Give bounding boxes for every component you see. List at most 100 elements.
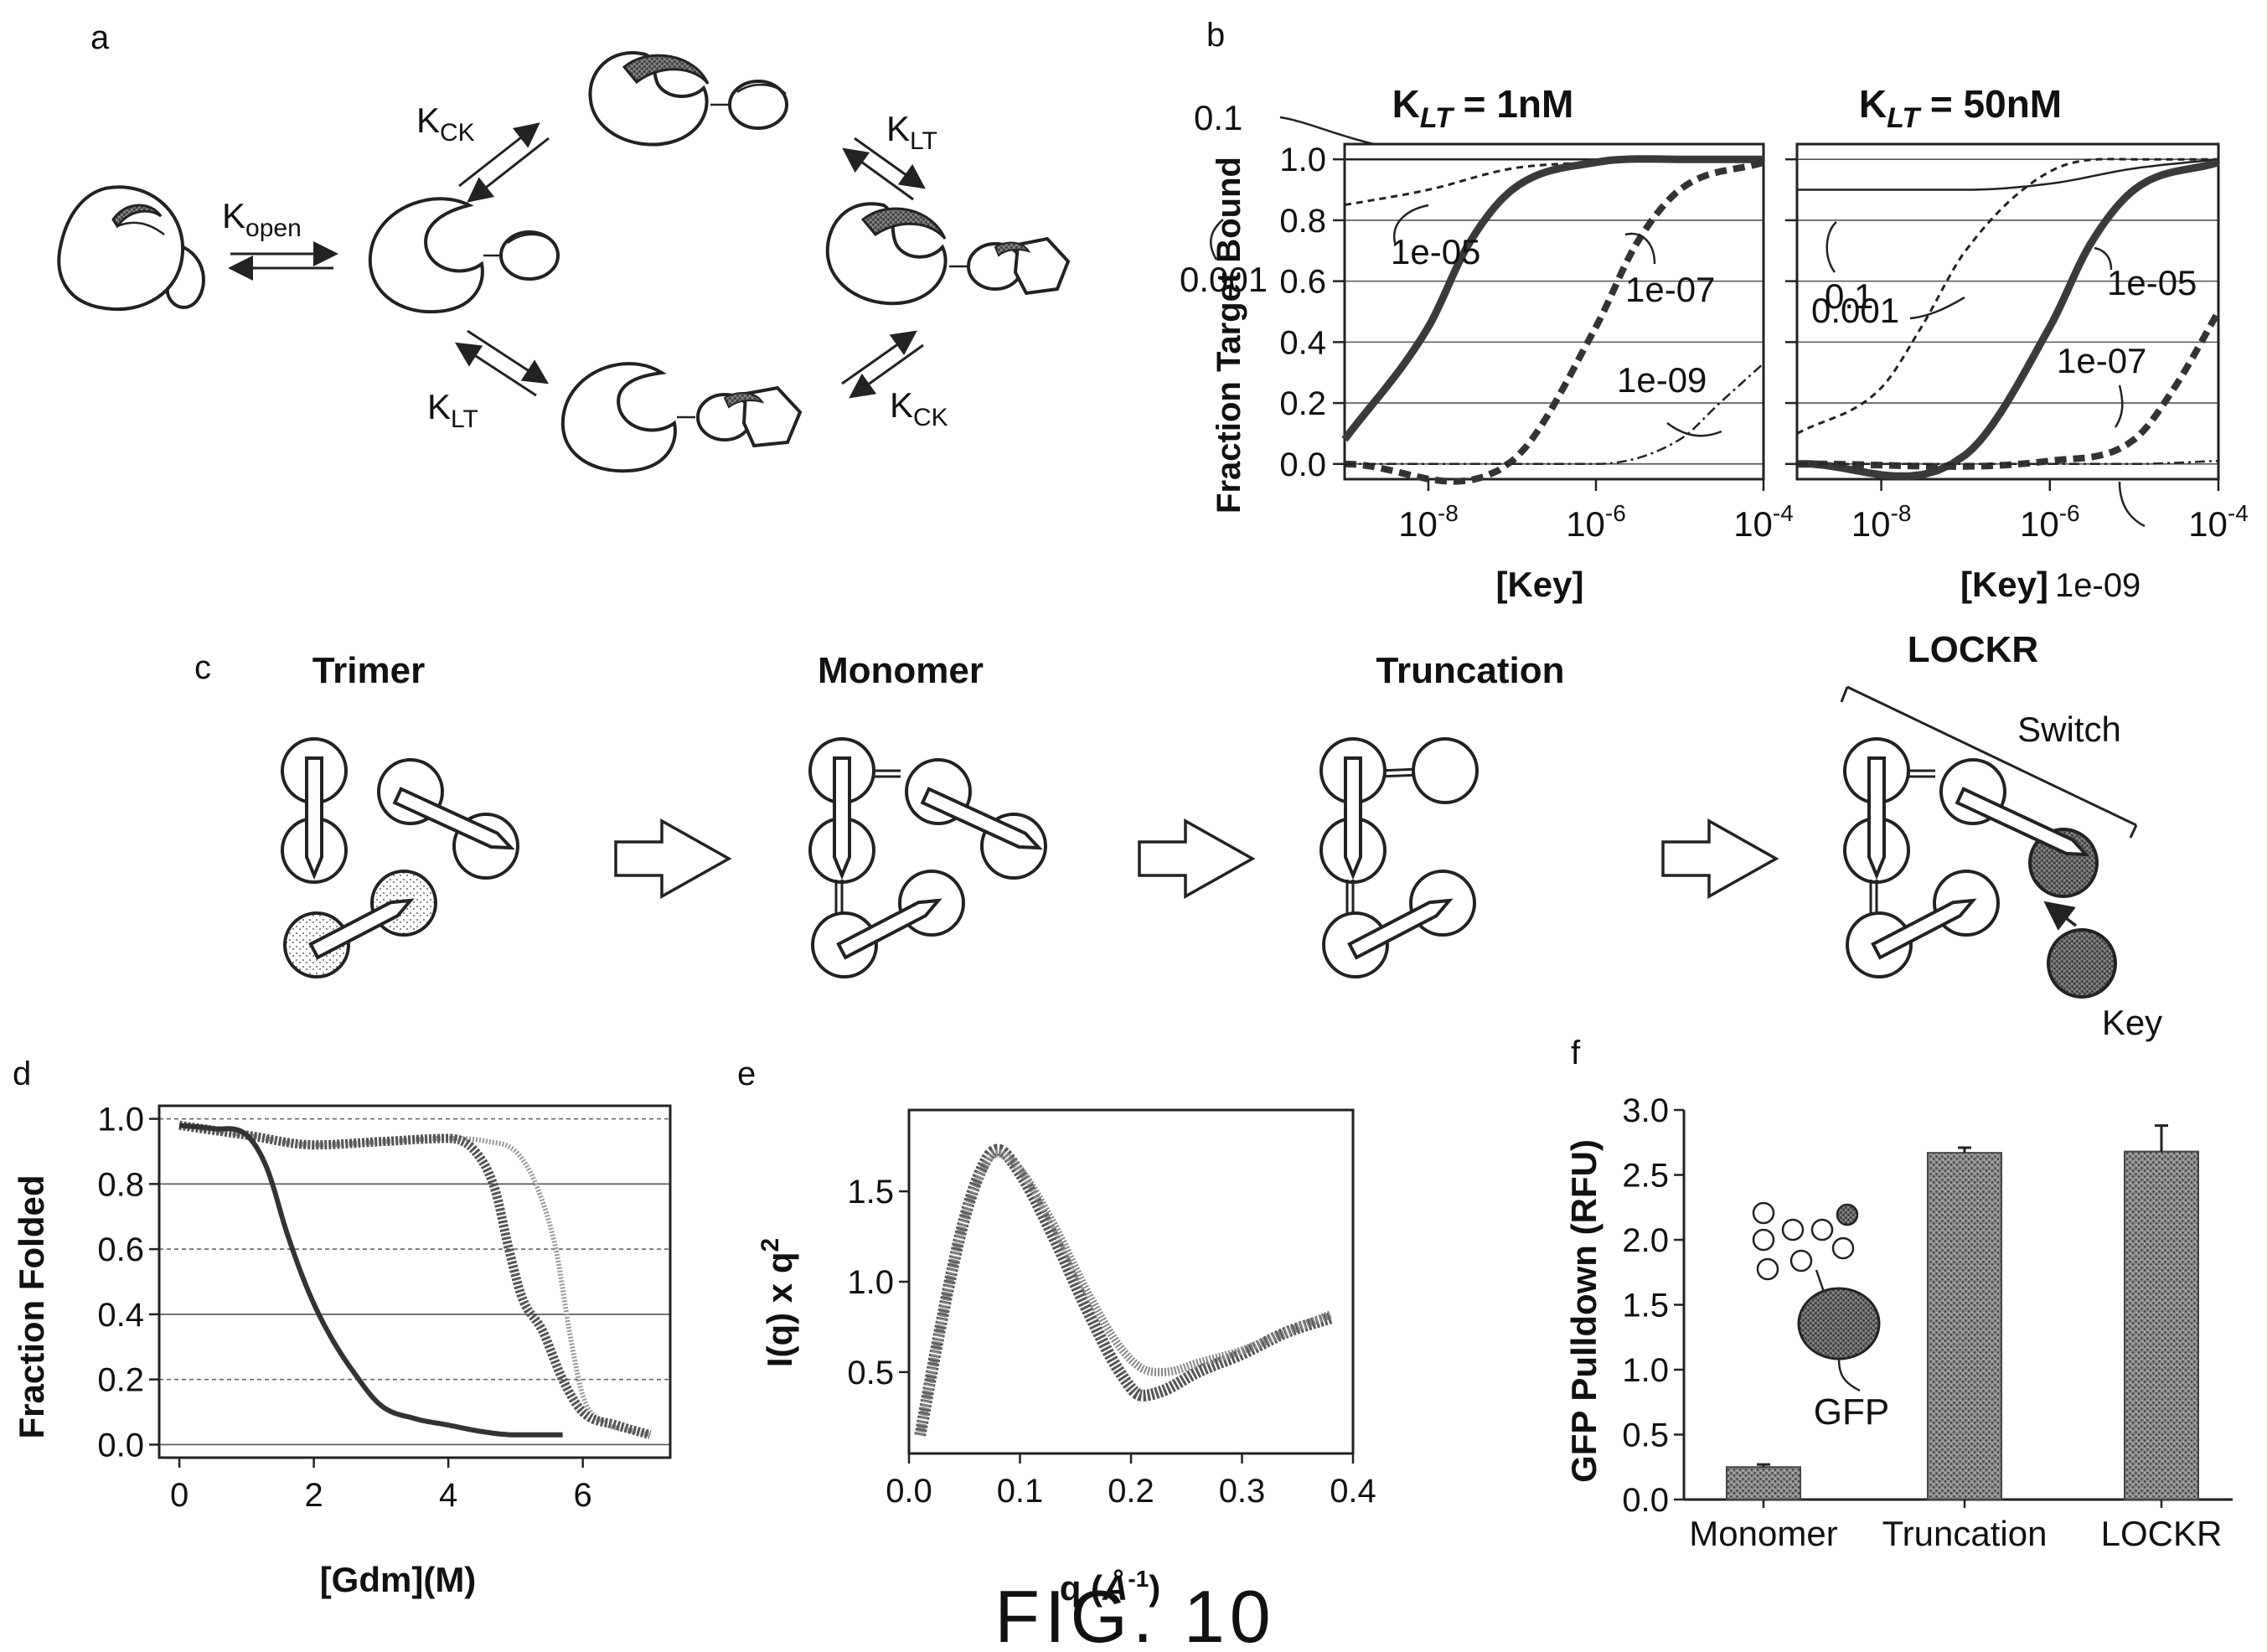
k-lt-top-equilibrium: KLT <box>842 109 937 201</box>
panel-b-left-title: KLT = 1nM <box>1392 82 1574 134</box>
x-tick-label: 2 <box>304 1477 323 1514</box>
y-tick-label: 1.0 <box>847 1264 894 1301</box>
key-arrow <box>2043 901 2078 931</box>
helix-arrow <box>392 787 515 850</box>
panel-d-xlabel: [Gdm](M) <box>320 1560 477 1599</box>
x-tick-label: 4 <box>439 1477 457 1514</box>
y-tick-label: 3.0 <box>1622 1092 1669 1129</box>
stage-label-monomer: Monomer <box>818 650 984 691</box>
y-tick-label: 1.0 <box>1279 142 1326 178</box>
panel-b-right-xlabel: [Key] <box>1960 565 2048 604</box>
inset-domain-circle <box>1752 1228 1775 1252</box>
plot-frame <box>158 1104 672 1459</box>
saxs-curve-a <box>914 1143 1333 1437</box>
label-0.001: 0.001 <box>1811 291 1899 330</box>
helix-arrow <box>1347 898 1454 960</box>
inset-domain-circle <box>1831 1236 1855 1260</box>
saxs-curve-b <box>916 1149 1333 1437</box>
label-1e-09: 1e-09 <box>1617 360 1707 400</box>
key-target-bound-state-glyph <box>825 202 1071 306</box>
helix-arrow <box>1344 756 1362 880</box>
panel-a-label: a <box>90 19 110 56</box>
helix-arrow <box>308 898 415 960</box>
x-tick-label: 10-4 <box>1733 500 1794 544</box>
panel-c-glyphs <box>281 685 2138 999</box>
panel-f-chart: 0.0 0.5 1.0 1.5 2.0 2.5 3.0 Monomer Truncation LO… <box>1622 1092 2233 1553</box>
inset-domain-circle <box>1810 1218 1834 1242</box>
target-bound-state-glyph <box>560 362 803 473</box>
x-tick-label: 0.2 <box>1108 1473 1154 1510</box>
plot-frame <box>907 1108 1355 1455</box>
bar-Monomer <box>1726 1466 1801 1500</box>
k-open-label: Kopen <box>222 196 302 242</box>
y-tick-label: 0.2 <box>97 1362 144 1399</box>
process-arrow <box>614 818 732 899</box>
helix-arrow <box>1955 787 2090 857</box>
x-tick-label: 6 <box>574 1477 592 1514</box>
panel-b-right-chart: 10-8 10-6 10-4 0.10.001 1e-05 1e-07 <box>1785 142 2249 544</box>
series-line-1e-05 <box>1797 158 2220 480</box>
bar-LOCKR <box>2124 1150 2199 1500</box>
panel-d-ylabel: Fraction Folded <box>12 1175 51 1439</box>
y-tick-label: 0.0 <box>1622 1482 1669 1519</box>
key-domain <box>2047 928 2117 999</box>
gfp-label: GFP <box>1814 1391 1889 1433</box>
x-tick-label: Truncation <box>1882 1514 2048 1553</box>
k-lt-bottom-equilibrium: KLT <box>427 329 550 433</box>
panel-c: c Trimer Monomer Truncation LOCKR Switch… <box>194 629 2162 1042</box>
y-tick-label: 1.5 <box>1622 1288 1669 1324</box>
plot-frame <box>1795 142 2220 481</box>
panel-f: f GFP Pulldown (RFU) 0.0 0.5 1.0 1.5 2.0 2.5 3… <box>1564 1035 2233 1553</box>
inset-domain-circle <box>1752 1201 1775 1225</box>
leader-line <box>1392 204 1429 244</box>
k-open-equilibrium: Kopen <box>222 196 338 281</box>
leader-line <box>2094 246 2113 271</box>
panel-d-label: d <box>13 1056 31 1092</box>
label-1e-07: 1e-07 <box>1625 270 1715 309</box>
label-0.1: 0.1 <box>1825 276 1873 316</box>
key-bound-state-glyph <box>588 51 788 147</box>
panel-e-xlabel: q (Å-1) <box>1060 1566 1161 1608</box>
denaturation-curve-truncation <box>178 1120 652 1440</box>
series-line-1e-07 <box>1796 309 2222 470</box>
series-line-0.001 <box>1796 157 2218 435</box>
y-tick-label: 0.0 <box>97 1427 144 1464</box>
x-tick-label: 10-6 <box>1566 500 1626 544</box>
series-line-1e-09 <box>1797 459 2219 466</box>
y-tick-label: 0.8 <box>1279 203 1326 240</box>
y-tick-label: 2.5 <box>1622 1158 1669 1195</box>
panel-d-chart: 0.0 0.2 0.4 0.6 0.8 1.0 0 2 4 6 <box>97 1102 672 1514</box>
label-1e-05: 1e-05 <box>1391 232 1480 271</box>
inset-domain-circle <box>1781 1218 1805 1242</box>
x-tick-label: 0.4 <box>1330 1473 1376 1510</box>
plot-frame <box>1343 142 1765 481</box>
x-tick-label: Monomer <box>1689 1514 1837 1553</box>
panel-a: a Kopen KCK <box>57 19 1071 473</box>
series-line-1e-07 <box>1344 158 1765 485</box>
helix-arrow <box>1871 898 1977 960</box>
switch-bracket <box>1840 685 2138 839</box>
x-tick-label: 10-8 <box>1398 500 1459 544</box>
x-tick-label: 0.1 <box>997 1473 1044 1510</box>
denaturation-curve-monomer <box>178 1123 563 1438</box>
leader-line <box>1666 421 1722 437</box>
x-tick-label: LOCKR <box>2101 1514 2223 1553</box>
panel-e: e I(q) x q2 0.5 1.0 1.5 0.0 0.1 0.2 0.3 0.4 q (… <box>737 1056 1376 1608</box>
process-arrow <box>1661 818 1779 899</box>
open-state-glyph <box>368 197 560 314</box>
y-tick-label: 0.4 <box>1279 324 1326 361</box>
y-tick-label: 1.0 <box>97 1102 144 1138</box>
y-tick-label: 0.8 <box>97 1166 144 1203</box>
panel-b-right-title: KLT = 50nM <box>1859 82 2062 134</box>
helix-arrow <box>1867 756 1886 880</box>
panel-b-ylabel: Fraction Target Bound <box>1211 157 1247 514</box>
y-tick-label: 0.0 <box>1279 447 1326 483</box>
y-tick-label: 0.6 <box>1279 264 1326 301</box>
panel-e-ylabel: I(q) x q2 <box>757 1238 799 1367</box>
y-tick-label: 0.5 <box>1622 1417 1669 1454</box>
y-tick-label: 1.0 <box>1622 1352 1669 1389</box>
stage-label-trimer: Trimer <box>312 650 426 691</box>
panel-b: b Fraction Target Bound KLT = 1nM 0.0 0.2… <box>1180 17 2249 604</box>
panel-b-label: b <box>1206 17 1225 54</box>
